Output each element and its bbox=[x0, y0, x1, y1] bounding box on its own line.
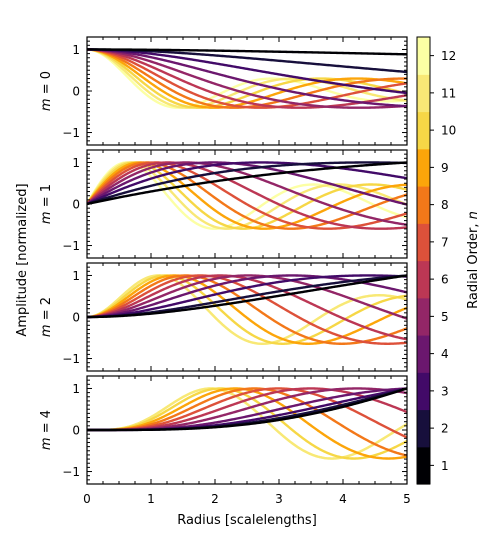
colorbar-cells bbox=[417, 37, 430, 485]
colorbar-cell-12 bbox=[417, 37, 430, 75]
colorbar-cell-5 bbox=[417, 297, 430, 336]
y-tick-label: 0 bbox=[72, 311, 80, 325]
x-tick-label: 5 bbox=[403, 492, 411, 506]
x-tick-labels: 0 1 2 3 4 5 bbox=[83, 492, 411, 506]
series-line-m0-n7 bbox=[87, 48, 407, 109]
colorbar-cell-3 bbox=[417, 372, 430, 411]
series-line-m2-n1 bbox=[87, 274, 407, 319]
x-tick-label: 0 bbox=[83, 492, 91, 506]
series-line-m2-n9 bbox=[87, 274, 407, 345]
colorbar-frame bbox=[416, 36, 431, 485]
colorbar-tick-label: 11 bbox=[441, 86, 456, 100]
panel-m2: 1 0 −1 m = 2 bbox=[39, 262, 408, 372]
colorbar-cell-1 bbox=[417, 446, 430, 485]
y-tick-label: 1 bbox=[72, 382, 80, 396]
series-line-m0-n10 bbox=[87, 48, 407, 109]
colorbar-tick-label: 10 bbox=[441, 124, 456, 138]
colorbar-cell-2 bbox=[417, 409, 430, 448]
y-tick-label: 0 bbox=[72, 198, 80, 212]
series-line-m2-n10 bbox=[87, 274, 407, 345]
panel-m4-ticks: 1 0 −1 bbox=[62, 376, 408, 484]
colorbar-tick-label: 12 bbox=[441, 49, 456, 63]
panel-m4-curves bbox=[87, 387, 407, 460]
series-line-m1-n5 bbox=[87, 161, 407, 226]
colorbar-tick-label: 1 bbox=[441, 459, 449, 473]
panel-m4-label: m = 4 bbox=[39, 410, 54, 450]
y-tick-label: 0 bbox=[72, 85, 80, 99]
panel-m0: 1 0 −1 m = 0 bbox=[39, 36, 408, 146]
series-line-m2-n5 bbox=[87, 274, 407, 320]
y-axis-label: Amplitude [normalized] bbox=[15, 183, 30, 336]
panel-m0-ticks: 1 0 −1 bbox=[62, 37, 408, 145]
panel-m1: 1 0 −1 m = 1 bbox=[39, 149, 408, 259]
series-line-m0-n6 bbox=[87, 48, 407, 109]
colorbar-label: Radial Order, n bbox=[466, 211, 481, 309]
y-tick-label: −1 bbox=[62, 126, 80, 140]
series-line-m4-n10 bbox=[87, 387, 407, 460]
x-tick-label: 1 bbox=[147, 492, 155, 506]
panel-m4: 1 0 −1 m = 4 bbox=[39, 375, 408, 485]
series-line-m4-n11 bbox=[87, 387, 407, 460]
colorbar-tick-label: 9 bbox=[441, 161, 449, 175]
y-tick-label: 1 bbox=[72, 156, 80, 170]
series-line-m1-n6 bbox=[87, 161, 407, 230]
series-line-m0-n1 bbox=[87, 48, 407, 56]
x-tick-label: 4 bbox=[339, 492, 347, 506]
panel-m1-ticks: 1 0 −1 bbox=[62, 150, 408, 258]
colorbar-tick-label: 3 bbox=[441, 384, 449, 398]
colorbar-cell-4 bbox=[417, 335, 430, 373]
panel-m0-label: m = 0 bbox=[39, 71, 54, 111]
series-line-m0-n3 bbox=[87, 48, 407, 95]
series-line-m0-n5 bbox=[87, 48, 407, 109]
colorbar-tick-label: 6 bbox=[441, 273, 449, 287]
colorbar-cell-10 bbox=[417, 111, 430, 150]
colorbar-tick-label: 7 bbox=[441, 235, 449, 249]
y-tick-label: 1 bbox=[72, 269, 80, 283]
colorbar-cell-6 bbox=[417, 260, 430, 299]
y-tick-label: −1 bbox=[62, 239, 80, 253]
colorbar-cell-11 bbox=[417, 74, 430, 113]
panel-m2-ticks: 1 0 −1 bbox=[62, 263, 408, 371]
panel-m2-label: m = 2 bbox=[39, 297, 54, 337]
x-axis-label: Radius [scalelengths] bbox=[177, 513, 317, 528]
panel-m1-curves bbox=[87, 161, 407, 230]
y-tick-label: 0 bbox=[72, 424, 80, 438]
y-tick-label: −1 bbox=[62, 465, 80, 479]
series-line-m2-n8 bbox=[87, 274, 407, 345]
colorbar-tick-label: 8 bbox=[441, 198, 449, 212]
series-line-m0-n11 bbox=[87, 48, 407, 109]
series-line-m1-n3 bbox=[87, 161, 407, 206]
colorbar-cell-9 bbox=[417, 148, 430, 187]
panel-m1-label: m = 1 bbox=[39, 184, 54, 224]
series-line-m1-n1 bbox=[87, 161, 407, 206]
colorbar-tick-label: 4 bbox=[441, 347, 449, 361]
panel-m0-curves bbox=[87, 48, 407, 109]
colorbar-cell-7 bbox=[417, 223, 430, 262]
colorbar-cell-8 bbox=[417, 186, 430, 224]
series-line-m1-n2 bbox=[87, 161, 407, 206]
series-line-m4-n1 bbox=[87, 387, 407, 432]
y-tick-label: 1 bbox=[72, 43, 80, 57]
series-line-m1-n4 bbox=[87, 161, 407, 206]
series-line-m2-n3 bbox=[87, 274, 407, 319]
x-tick-label: 2 bbox=[211, 492, 219, 506]
panel-m2-curves bbox=[87, 274, 407, 345]
x-tick-label: 3 bbox=[275, 492, 283, 506]
colorbar-tick-label: 5 bbox=[441, 310, 449, 324]
series-line-m0-n4 bbox=[87, 48, 407, 108]
colorbar-tick-label: 2 bbox=[441, 422, 449, 436]
y-tick-label: −1 bbox=[62, 352, 80, 366]
